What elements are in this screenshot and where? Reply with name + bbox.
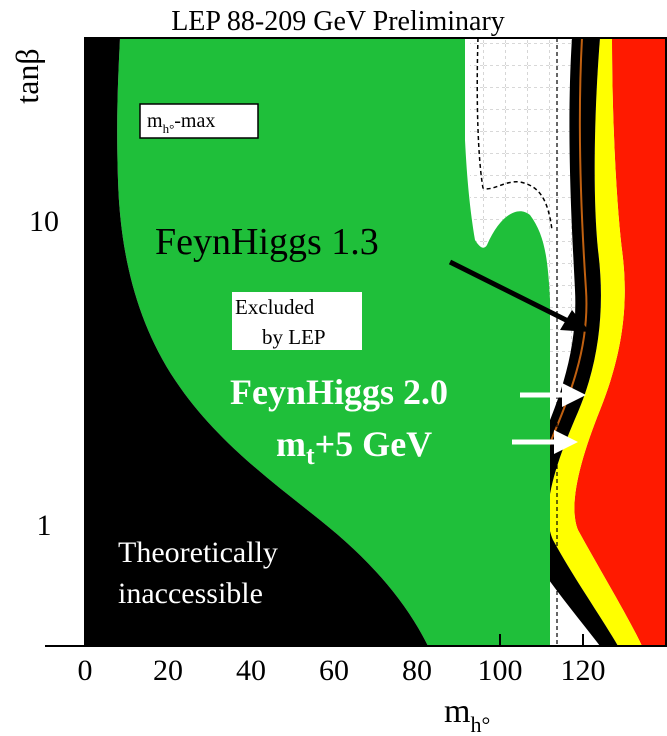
excluded-label-box: Excluded by LEP	[232, 292, 362, 350]
scenario-label-sub: h°	[163, 121, 175, 136]
scenario-label: mh°-max	[147, 110, 215, 136]
x-tick-label: 100	[478, 654, 523, 687]
x-tick-label: 120	[561, 654, 606, 687]
region-mt-plus-5gev	[574, 38, 666, 646]
y-tick-labels: 1 10	[29, 205, 59, 542]
mt-label-suffix: +5 GeV	[315, 424, 433, 464]
x-tick-labels: 0 20 40 60 80 100 120	[78, 654, 606, 687]
x-axis-label-sub: h°	[470, 712, 490, 736]
scenario-box-frame	[139, 103, 259, 139]
feynhiggs-2-0-label: FeynHiggs 2.0	[230, 372, 448, 412]
y-tick-marks	[85, 220, 99, 527]
x-axis-label-main: m	[444, 693, 470, 730]
mt-arrowhead	[554, 430, 578, 454]
region-theoretically-inaccessible	[85, 38, 428, 646]
scenario-label-suffix: -max	[174, 110, 215, 132]
plot-regions	[85, 38, 666, 646]
dashed-contour	[476, 38, 553, 231]
axes	[45, 37, 667, 647]
feynhiggs-1-3-arrowhead	[560, 310, 590, 332]
excluded-label-background	[232, 292, 362, 350]
chart-title: LEP 88-209 GeV Preliminary	[171, 6, 505, 37]
x-tick-label: 80	[402, 654, 432, 687]
excluded-label-line2: by LEP	[262, 325, 326, 349]
scenario-box: mh°-max	[139, 103, 259, 139]
region-feynhiggs-2-0	[548, 38, 642, 646]
x-axis-label: mh°	[444, 693, 490, 736]
feynhiggs-1-3-label: FeynHiggs 1.3	[155, 221, 379, 263]
x-tick-label: 40	[236, 654, 266, 687]
x-tick-label: 20	[153, 654, 183, 687]
mt-plus-5gev-label: mt+5 GeV	[276, 424, 432, 470]
feynhiggs-2-0-arrowhead	[562, 383, 586, 407]
x-tick-label: 60	[319, 654, 349, 687]
y-axis-label: tanβ	[9, 48, 45, 103]
y-tick-label: 1	[37, 509, 52, 542]
excluded-label-line1: Excluded	[235, 295, 315, 319]
theoretically-label-line1: Theoretically	[118, 536, 278, 569]
mt-label-main: m	[276, 424, 306, 464]
feynhiggs-1-3-arrow-shaft	[448, 259, 572, 325]
scenario-label-main: m	[147, 110, 163, 132]
x-tick-marks	[84, 634, 584, 646]
mt-label-sub: t	[306, 441, 315, 470]
x-tick-label: 0	[78, 654, 93, 687]
theoretically-label-line2: inaccessible	[118, 577, 263, 610]
y-tick-label: 10	[29, 205, 59, 238]
